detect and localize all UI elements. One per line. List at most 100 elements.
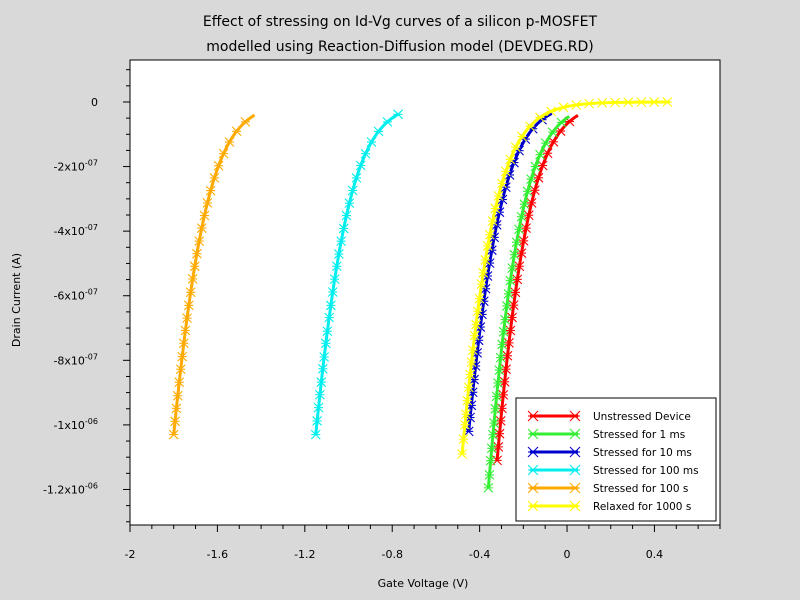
data-point-marker [498,326,509,337]
data-point-marker [484,229,495,240]
data-point-marker [597,98,608,108]
series-line [486,115,571,488]
data-point-marker [183,300,194,311]
ticks-layer: -2 -1.6 -1.2 -0.8 -0.4 0 0.40-2x10-07-4x10-07-… [43,69,721,561]
data-point-marker [525,121,535,132]
data-point-marker [218,148,229,159]
data-point-marker [478,267,489,278]
data-point-marker [490,403,501,414]
x-tick-label: -0.8 [381,548,402,561]
data-point-marker [458,434,469,445]
data-point-marker [530,161,541,172]
data-point-marker [497,339,508,350]
data-point-marker [355,160,366,171]
data-point-marker [569,428,581,440]
data-point-marker [483,482,494,493]
y-tick-exponent: -07 [85,288,98,297]
data-point-marker [584,98,595,109]
data-point-marker [347,185,358,196]
chart-title-line-1: Effect of stressing on Id-Vg curves of a… [203,14,598,30]
data-point-marker [569,464,581,476]
data-point-marker [535,149,545,160]
y-tick-exponent: -06 [85,481,98,490]
data-point-marker [471,319,481,330]
data-point-marker [310,429,321,440]
data-point-marker [205,185,216,196]
data-point-marker [196,223,207,233]
data-point-marker [540,138,551,149]
data-point-marker [493,191,504,201]
data-point-marker [527,428,539,440]
legend-entry: Stressed for 1 ms [527,428,685,441]
chart-title-line-2: modelled using Reaction-Diffusion model … [206,39,593,55]
data-point-marker [366,137,377,147]
data-point-marker [341,210,352,221]
y-tick-mantissa: -6x10 [53,290,84,303]
data-point-marker [502,350,513,361]
y-tick-exponent: -07 [85,223,98,232]
x-tick-label: -2 [125,548,136,561]
legend-label: Stressed for 100 s [593,483,688,495]
data-point-marker [170,416,180,427]
data-point-marker [461,409,471,420]
data-point-marker [382,116,393,127]
data-point-marker [527,446,539,458]
data-point-marker [547,127,558,138]
data-point-marker [344,198,355,209]
series-stressed-for-100-s [168,113,256,440]
data-point-marker [500,166,511,177]
data-point-marker [514,224,524,235]
legend-label: Relaxed for 1000 s [593,501,691,513]
data-point-marker [505,275,516,286]
data-point-marker [465,369,475,380]
data-point-marker [174,377,185,388]
y-tick-mantissa: -2x10 [53,161,84,174]
y-tick-mantissa: -1.2x10 [43,483,85,496]
y-tick-label: -1x10-06 [53,417,98,432]
data-point-marker [494,365,505,375]
data-point-marker [485,455,496,466]
data-point-marker [511,237,522,248]
data-point-marker [474,293,485,304]
data-point-marker [623,97,634,108]
legend-label: Stressed for 100 ms [593,465,699,477]
data-point-marker [360,148,371,159]
data-point-marker [462,395,473,406]
y-tick-label: -4x10-07 [53,223,98,238]
data-point-marker [336,236,347,247]
data-point-marker [189,261,200,272]
y-tick-exponent: -07 [85,159,98,168]
data-point-marker [527,464,539,476]
data-point-marker [569,446,581,458]
data-point-marker [517,131,527,142]
series-line [460,100,670,455]
y-tick-label: -8x10-07 [53,352,98,367]
data-point-marker [469,330,480,341]
data-point-marker [240,116,251,127]
data-point-marker [519,199,530,210]
data-point-marker [199,210,210,221]
data-point-marker [178,338,189,349]
data-point-marker [571,100,582,110]
data-point-marker [168,429,179,440]
data-point-marker [177,351,188,362]
data-point-marker [569,482,581,494]
data-point-marker [484,470,495,480]
legend-entry: Unstressed Device [527,410,691,423]
series-relaxed-for-1000-s [457,97,673,459]
data-point-marker [325,300,336,311]
data-point-marker [649,97,660,107]
y-tick-label: -6x10-07 [53,288,98,303]
data-point-marker [351,173,362,183]
legend-label: Stressed for 10 ms [593,447,692,459]
data-point-marker [501,301,512,311]
data-point-marker [476,279,487,290]
data-point-marker [500,314,510,325]
data-point-marker [546,106,556,117]
y-tick-mantissa: -8x10 [53,354,84,367]
legend-label: Unstressed Device [593,411,691,423]
series-layer [168,97,673,493]
data-point-marker [662,97,673,107]
